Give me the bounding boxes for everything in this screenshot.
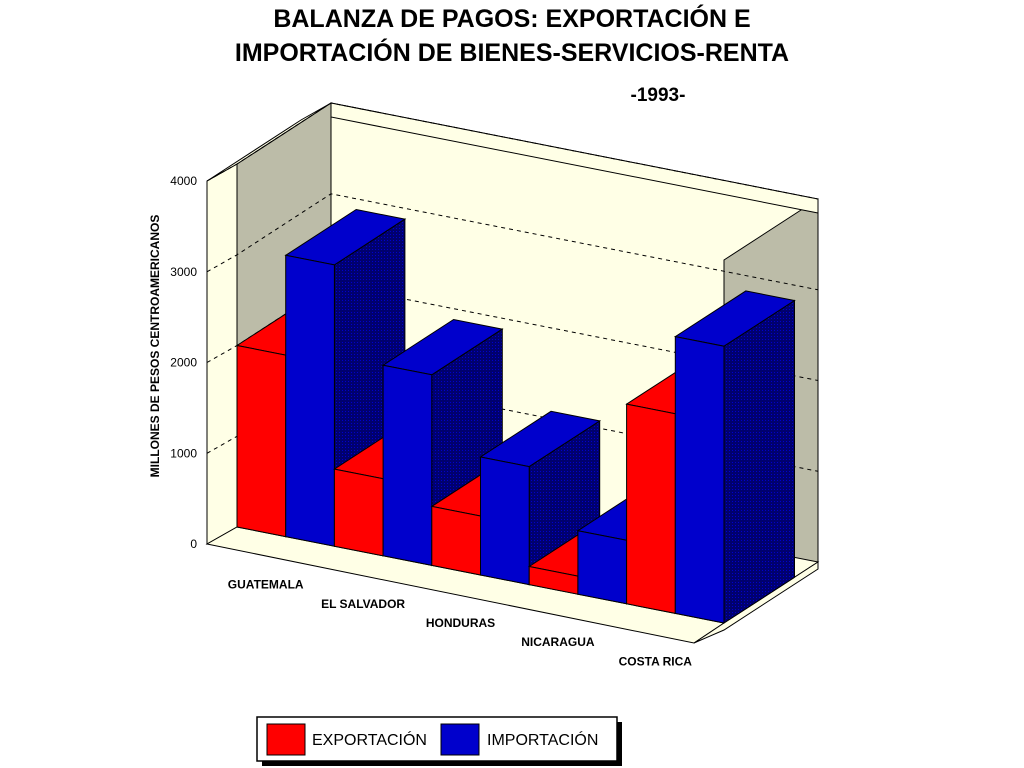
bar-front	[674, 335, 725, 624]
category-label: EL SALVADOR	[321, 597, 405, 611]
category-label: HONDURAS	[426, 616, 495, 630]
gridline	[206, 102, 819, 200]
bar-front	[480, 456, 530, 586]
category-labels: GUATEMALA EL SALVADOR HONDURAS NICARAGUA COS…	[228, 578, 692, 669]
bar-importación-costa-rica	[673, 290, 796, 624]
bar-front	[236, 344, 287, 538]
bar-front	[431, 505, 481, 576]
y-tick-label: 4000	[170, 174, 197, 188]
y-tick-label: 0	[190, 537, 197, 551]
legend-swatch-importacion	[440, 723, 480, 756]
gridline	[206, 193, 819, 291]
chart-title-line2: IMPORTACIÓN DE BIENES-SERVICIOS-RENTA	[235, 37, 789, 67]
y-axis-label: MILLONES DE PESOS CENTROAMERICANOS	[148, 215, 162, 478]
bar-front	[626, 403, 676, 615]
category-label: COSTA RICA	[619, 654, 693, 668]
bar-front	[285, 254, 335, 547]
y-tick-label: 3000	[170, 265, 197, 279]
bar-importación-honduras	[479, 410, 602, 586]
bar-front	[333, 468, 384, 557]
bars	[235, 208, 796, 624]
bar-front	[577, 530, 628, 605]
chart-subtitle: -1993-	[631, 85, 686, 106]
y-tick-label: 1000	[170, 446, 197, 460]
legend-label-exportacion: EXPORTACIÓN	[312, 730, 427, 749]
back-frame-top	[330, 102, 819, 214]
category-label: NICARAGUA	[521, 635, 595, 649]
bar-side	[723, 299, 795, 624]
legend: EXPORTACIÓN IMPORTACIÓN	[256, 716, 622, 766]
legend-label-importacion: IMPORTACIÓN	[487, 730, 598, 749]
legend-box	[256, 716, 618, 762]
y-axis-ticks: 0 1000 2000 3000 4000	[170, 174, 197, 551]
category-label: GUATEMALA	[228, 578, 304, 592]
legend-swatch-exportacion	[266, 723, 306, 756]
chart-title-line1: BALANZA DE PAGOS: EXPORTACIÓN E	[273, 3, 750, 33]
bar-front	[382, 364, 433, 567]
y-tick-label: 2000	[170, 356, 197, 370]
